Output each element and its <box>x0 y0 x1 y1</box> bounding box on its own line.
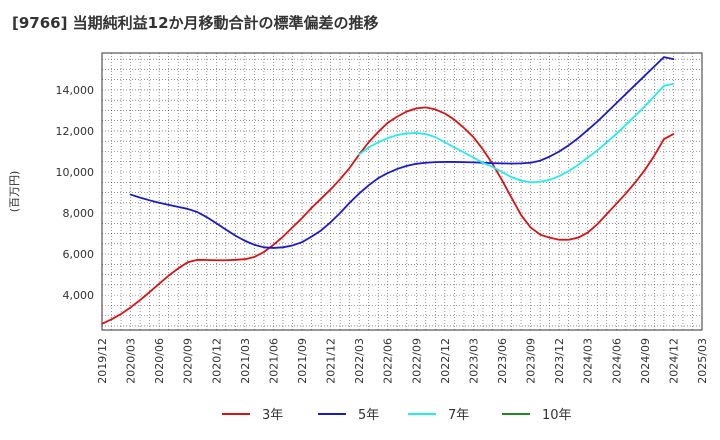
series-layer <box>101 56 675 325</box>
x-tick-label: 2023/03 <box>467 338 480 384</box>
y-tick-label: 4,000 <box>63 289 95 302</box>
plot-area <box>102 53 702 330</box>
legend-label-2: 5年 <box>358 408 379 423</box>
series-line-2 <box>129 56 675 249</box>
chart-title: [9766] 当期純利益12か月移動合計の標準偏差の推移 <box>12 14 379 32</box>
x-tick-label: 2020/12 <box>210 338 223 384</box>
series-line-3 <box>358 82 675 184</box>
x-tick-label: 2020/06 <box>153 338 166 384</box>
x-tick-label: 2020/09 <box>182 338 195 384</box>
legend-label-3: 7年 <box>448 408 469 423</box>
legend-label-4: 10年 <box>542 408 572 423</box>
legend-label-1: 3年 <box>262 408 283 423</box>
y-tick-label: 10,000 <box>56 166 95 179</box>
y-axis-label: (百万円) <box>8 171 21 213</box>
x-tick-label: 2021/09 <box>296 338 309 384</box>
x-tick-label: 2021/06 <box>267 338 280 384</box>
series-line-1 <box>101 106 675 325</box>
x-tick-label: 2020/03 <box>125 338 138 384</box>
y-tick-label: 8,000 <box>63 207 95 220</box>
x-tick-label: 2023/06 <box>496 338 509 384</box>
y-tick-label: 12,000 <box>56 125 95 138</box>
x-tick-label: 2023/12 <box>553 338 566 384</box>
grid-layer <box>102 53 702 330</box>
x-tick-label: 2024/03 <box>582 338 595 384</box>
legend-layer: 3年 5年 7年 10年 <box>222 408 572 423</box>
x-tick-label: 2024/12 <box>667 338 680 384</box>
x-tick-label: 2024/09 <box>639 338 652 384</box>
x-tick-label: 2023/09 <box>525 338 538 384</box>
x-tick-label: 2022/12 <box>439 338 452 384</box>
axis-layer: 4,000 6,000 8,000 10,000 12,000 14,000 (百万円) 20… <box>8 52 709 384</box>
plot-frame <box>101 52 703 331</box>
y-tick-label: 14,000 <box>56 84 95 97</box>
x-tick-label: 2025/03 <box>696 338 709 384</box>
x-tick-label: 2021/12 <box>325 338 338 384</box>
y-tick-label: 6,000 <box>63 248 95 261</box>
x-tick-label: 2024/06 <box>610 338 623 384</box>
x-tick-label: 2022/06 <box>382 338 395 384</box>
x-tick-label: 2022/03 <box>353 338 366 384</box>
x-tick-label: 2022/09 <box>410 338 423 384</box>
x-tick-label: 2021/03 <box>239 338 252 384</box>
x-tick-label: 2019/12 <box>96 338 109 384</box>
